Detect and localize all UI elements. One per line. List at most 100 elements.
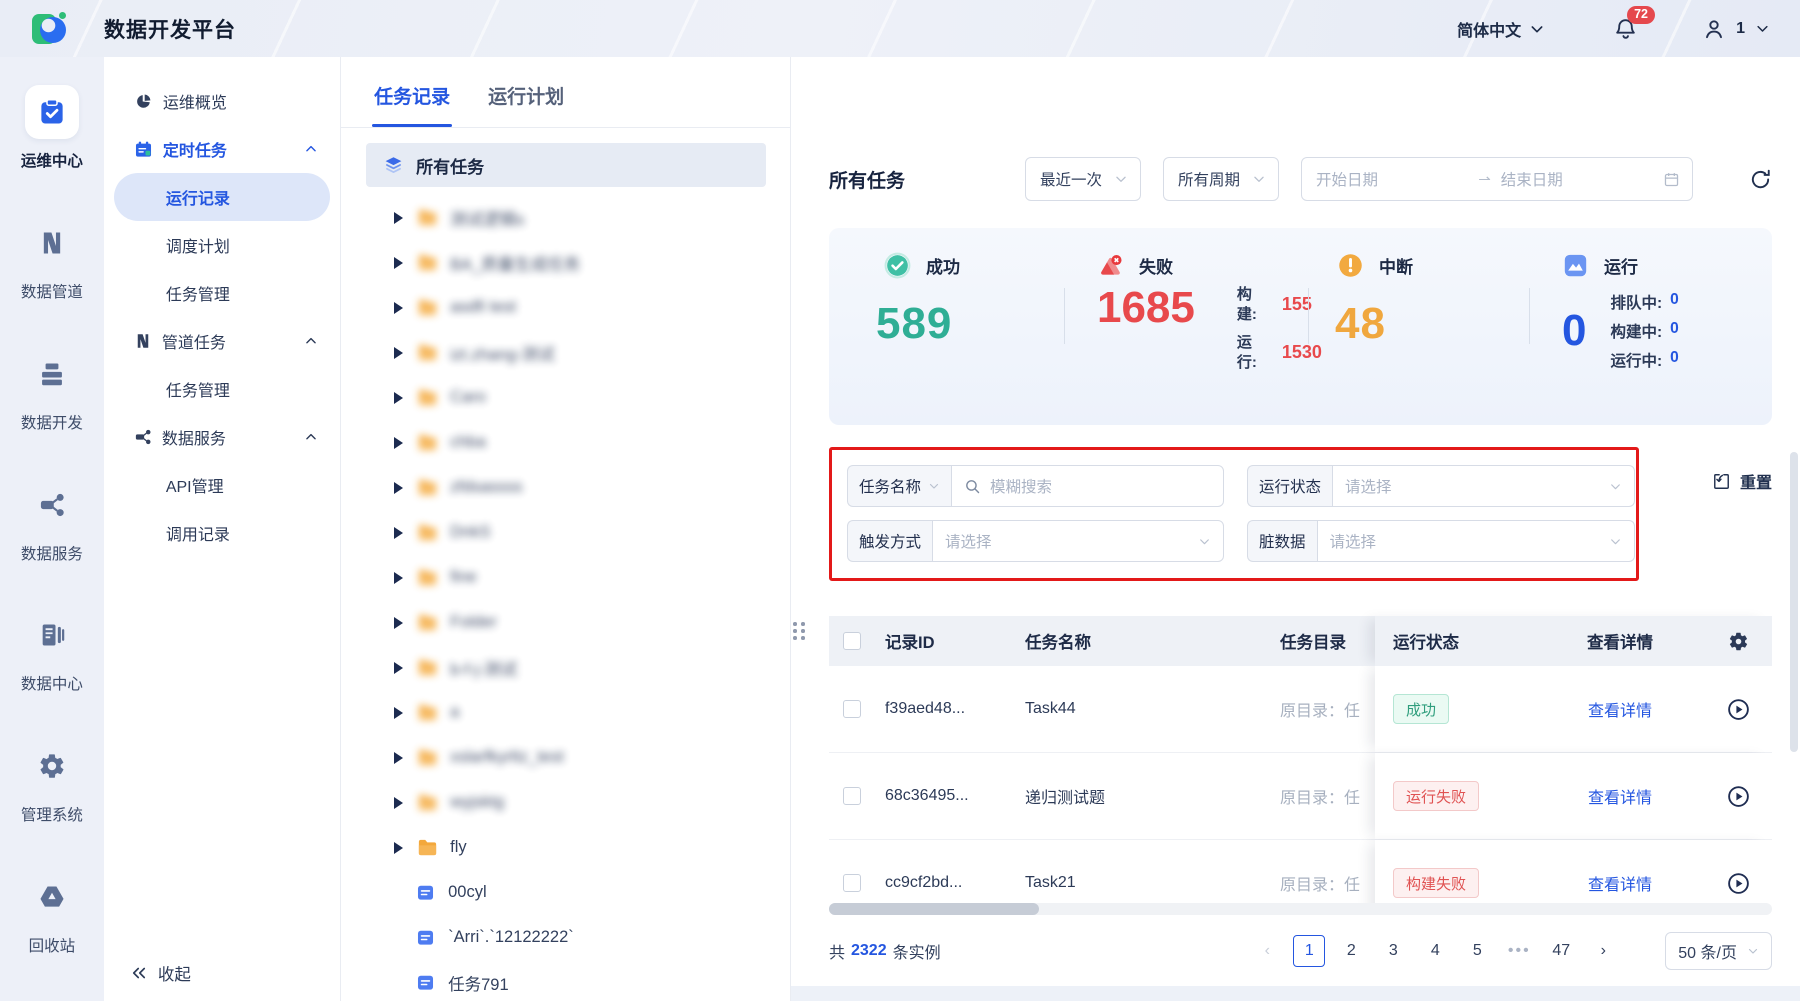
column-settings-gear-icon[interactable] (1728, 631, 1749, 652)
run-play-icon[interactable] (1726, 784, 1751, 809)
page-button-2[interactable]: 2 (1346, 942, 1356, 959)
language-selector[interactable]: 简体中文 (1457, 17, 1545, 41)
scrollbar-thumb[interactable] (828, 903, 1039, 915)
chevron-up-icon[interactable] (304, 334, 318, 348)
task-name-field-select[interactable]: 任务名称 (846, 465, 951, 507)
menu-item-schedule-plan[interactable]: 调度计划 (104, 221, 340, 269)
date-range-picker[interactable]: 开始日期 ⇀ 结束日期 (1300, 157, 1693, 201)
menu-item-run-records[interactable]: 运行记录 (113, 173, 331, 221)
select-all-checkbox[interactable] (842, 632, 861, 650)
dirty-data-select[interactable]: 请选择 (1316, 520, 1635, 562)
table-body: f39aed48... Task44 原目录：任 成功 查看详情 (828, 666, 1772, 903)
row-checkbox[interactable] (842, 787, 861, 805)
page-button-4[interactable]: 4 (1430, 942, 1440, 959)
rail-item-ops-center[interactable]: 运维中心 (0, 85, 104, 216)
rail-item-data-pipeline[interactable]: 数据管道 (0, 216, 104, 347)
caret-right-icon[interactable] (394, 526, 404, 539)
refresh-button[interactable] (1749, 168, 1772, 191)
chevron-up-icon[interactable] (304, 430, 318, 444)
latest-run-select[interactable]: 最近一次 (1024, 157, 1141, 201)
tree-folder-row[interactable]: Folder (341, 600, 790, 645)
tree-folder-row[interactable]: fly (341, 825, 790, 870)
tree-folder-row[interactable]: DnkS (341, 510, 790, 555)
next-page-button[interactable]: › (1600, 942, 1606, 959)
caret-right-icon[interactable] (394, 256, 404, 269)
tree-task-row[interactable]: 00cyl (341, 870, 790, 915)
caret-right-icon[interactable] (394, 751, 404, 764)
horizontal-scrollbar[interactable] (828, 903, 1772, 915)
page-button-3[interactable]: 3 (1388, 942, 1398, 959)
tree-folder-row[interactable]: wyjsktg (341, 780, 790, 825)
caret-right-icon[interactable] (394, 391, 404, 404)
rail-item-data-center[interactable]: 数据中心 (0, 608, 104, 739)
caret-right-icon[interactable] (394, 481, 404, 494)
page-button-last[interactable]: 47 (1552, 942, 1571, 959)
tab-run-plan[interactable]: 运行计划 (488, 82, 564, 127)
view-detail-link[interactable]: 查看详情 (1587, 790, 1652, 807)
chevron-up-icon[interactable] (304, 142, 318, 156)
menu-item-call-records[interactable]: 调用记录 (104, 509, 340, 557)
view-detail-link[interactable]: 查看详情 (1587, 703, 1652, 720)
menu-item-pipeline-tasks[interactable]: 管道任务 (104, 317, 340, 365)
tree-folder-row[interactable]: chba (341, 420, 790, 465)
menu-item-task-mgmt[interactable]: 任务管理 (104, 269, 340, 317)
caret-right-icon[interactable] (394, 616, 404, 629)
fuzzy-search-input[interactable]: 模糊搜索 (951, 465, 1224, 507)
trigger-mode-select[interactable]: 请选择 (932, 520, 1224, 562)
vertical-scrollbar-thumb[interactable] (1789, 452, 1798, 752)
tree-task-row[interactable]: `Arri`.`12122222` (341, 915, 790, 960)
menu-item-data-service[interactable]: 数据服务 (104, 413, 340, 461)
caret-right-icon[interactable] (394, 301, 404, 314)
tree-folder-row[interactable]: a (341, 690, 790, 735)
table-row[interactable]: f39aed48... Task44 原目录：任 成功 查看详情 (828, 666, 1772, 753)
tree-folder-row[interactable]: fine (341, 555, 790, 600)
user-menu[interactable]: 1 (1702, 17, 1770, 41)
menu-item-scheduled-tasks[interactable]: 定时任务 (104, 125, 340, 173)
tree-folder-row[interactable]: b-f-j-测试 (341, 645, 790, 690)
prev-page-button[interactable]: ‹ (1264, 942, 1270, 959)
caret-right-icon[interactable] (394, 571, 404, 584)
pane-resize-handle[interactable] (791, 618, 807, 644)
table-row[interactable]: 68c36495... 递归测试题 原目录：任 运行失败 查看详情 (828, 753, 1772, 840)
tree-folder-row[interactable]: zfdsassss (341, 465, 790, 510)
page-button-1[interactable]: 1 (1293, 935, 1326, 967)
rail-item-data-dev[interactable]: 数据开发 (0, 347, 104, 478)
rail-item-recycle[interactable]: 回收站 (0, 870, 104, 1001)
caret-right-icon[interactable] (394, 211, 404, 224)
menu-item-api-mgmt[interactable]: API管理 (104, 461, 340, 509)
tree-folder-row[interactable]: asdfi test (341, 285, 790, 330)
caret-right-icon[interactable] (394, 796, 404, 809)
tree-folder-row[interactable]: izt.zhang-测试 (341, 330, 790, 375)
menu-item-overview[interactable]: 运维概览 (104, 77, 340, 125)
page-button-5[interactable]: 5 (1472, 942, 1482, 959)
row-checkbox[interactable] (842, 700, 861, 718)
chevron-down-icon (1252, 172, 1266, 186)
run-play-icon[interactable] (1726, 697, 1751, 722)
tree-task-row[interactable]: 任务791 (341, 960, 790, 1001)
tab-task-records[interactable]: 任务记录 (372, 82, 453, 127)
tree-folder-row[interactable]: 测试逻辑s (341, 195, 790, 240)
tree-folder-row[interactable]: xslarfkyrltz_test (341, 735, 790, 780)
caret-right-icon[interactable] (394, 841, 404, 854)
caret-right-icon[interactable] (394, 346, 404, 359)
row-checkbox[interactable] (842, 874, 861, 892)
cycle-select[interactable]: 所有周期 (1162, 157, 1279, 201)
caret-right-icon[interactable] (394, 436, 404, 449)
notification-bell[interactable]: 72 (1613, 6, 1655, 41)
run-play-icon[interactable] (1726, 871, 1751, 896)
caret-right-icon[interactable] (394, 706, 404, 719)
rail-item-admin[interactable]: 管理系统 (0, 739, 104, 870)
collapse-sidebar-button[interactable]: 收起 (130, 961, 191, 985)
reset-button[interactable]: 重置 (1712, 469, 1772, 493)
rail-item-data-service[interactable]: 数据服务 (0, 478, 104, 609)
menu-item-pipeline-task-mgmt[interactable]: 任务管理 (104, 365, 340, 413)
tree-folder-row[interactable]: Caro (341, 375, 790, 420)
table-row[interactable]: cc9cf2bd... Task21 原目录：任 构建失败 查看详情 (828, 840, 1772, 903)
page-ellipsis[interactable]: ••• (1507, 942, 1531, 959)
view-detail-link[interactable]: 查看详情 (1587, 877, 1652, 894)
caret-right-icon[interactable] (394, 661, 404, 674)
tree-root-all-tasks[interactable]: 所有任务 (366, 143, 766, 187)
run-status-select[interactable]: 请选择 (1332, 465, 1635, 507)
page-size-select[interactable]: 50 条/页 (1665, 932, 1772, 970)
tree-folder-row[interactable]: BA_质量生成任务 (341, 240, 790, 285)
